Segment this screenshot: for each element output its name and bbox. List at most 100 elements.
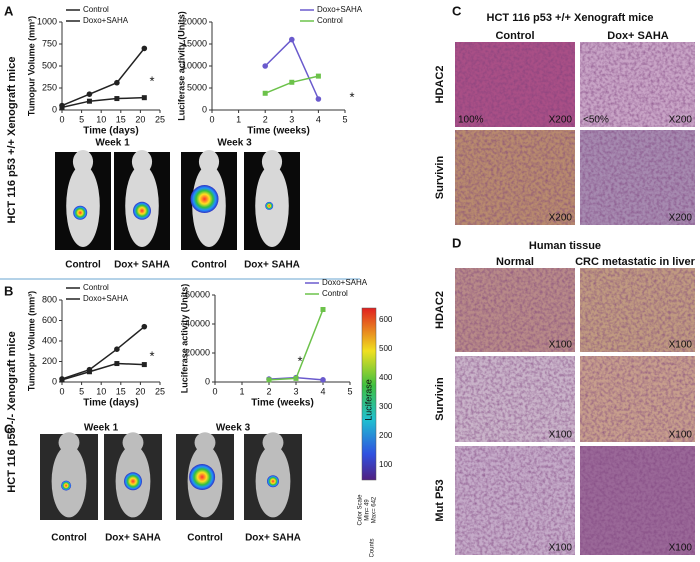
marker (114, 346, 120, 353)
colorbar-tick: 400 (379, 373, 393, 382)
y-tick-label: 15000 (182, 38, 207, 48)
marker (320, 377, 326, 383)
panel-letter: D (452, 235, 461, 250)
mouse-head (262, 432, 284, 453)
magnification-tag: X200 (669, 213, 693, 224)
tissue-texture (580, 268, 695, 352)
tissue-texture (455, 446, 575, 555)
y-tick-label: 0 (202, 104, 207, 114)
annotation: * (149, 73, 154, 88)
marker (293, 375, 299, 381)
y-tick-label: 0 (52, 104, 57, 114)
legend-label: Doxo+SAHA (83, 16, 129, 25)
marker (266, 377, 272, 383)
histology-title: HCT 116 p53 +/+ Xenograft mice (487, 12, 654, 24)
magnification-tag: X100 (669, 543, 693, 554)
y-tick-label: 500 (42, 60, 57, 70)
x-axis-label: Time (weeks) (247, 126, 310, 137)
column-header: CRC metastatic in liver (575, 256, 696, 268)
mouse-head (131, 150, 153, 174)
tissue-texture (580, 356, 695, 442)
marker (315, 96, 322, 102)
mouse-head (198, 150, 220, 174)
y-axis-label: Tumopur Volume (mm³) (26, 291, 36, 391)
signal (61, 480, 72, 491)
side-label: HCT 116 p53 -/- Xenograft mice (6, 331, 18, 492)
colorbar-note: Max= 642 (372, 496, 378, 523)
mouse-head (261, 150, 283, 174)
x-tick-label: 3 (293, 386, 298, 396)
series-line (268, 309, 324, 381)
magnification-tag: X200 (549, 213, 573, 224)
signal (190, 185, 219, 214)
legend-label: Control (317, 16, 343, 25)
y-tick-label: 20000 (182, 16, 207, 26)
histology-title: Human tissue (529, 240, 601, 252)
x-tick-label: 0 (59, 386, 64, 396)
magnification-tag: X200 (669, 115, 693, 126)
condition-label: Dox+ SAHA (245, 533, 301, 544)
colorbar-tick: 100 (379, 460, 393, 469)
series-line (61, 326, 145, 380)
tissue-texture (580, 42, 695, 127)
annotation: * (349, 89, 354, 104)
x-tick-label: 1 (239, 386, 244, 396)
column-header: Normal (496, 256, 534, 268)
tissue-texture (455, 356, 575, 442)
y-tick-label: 0 (52, 376, 57, 386)
y-tick-label: 600 (42, 315, 57, 325)
row-label: Mut P53 (434, 479, 446, 521)
x-tick-label: 2 (263, 114, 268, 124)
x-tick-label: 5 (79, 386, 84, 396)
x-axis-label: Time (days) (83, 398, 138, 409)
tissue-texture (455, 130, 575, 225)
signal (73, 205, 88, 220)
week-label: Week 1 (95, 138, 130, 149)
x-tick-label: 0 (212, 386, 217, 396)
x-axis-label: Time (weeks) (251, 398, 314, 409)
condition-label: Dox+ SAHA (105, 533, 161, 544)
y-tick-label: 800 (42, 294, 57, 304)
magnification-tag: X100 (669, 430, 693, 441)
row-label: HDAC2 (434, 291, 446, 329)
tissue-texture (580, 130, 695, 225)
column-header: Control (495, 30, 534, 42)
legend-label: Doxo+SAHA (322, 278, 368, 287)
marker (86, 98, 92, 104)
condition-label: Control (65, 260, 101, 271)
panel-letter: A (4, 3, 14, 18)
marker (320, 307, 326, 312)
marker (59, 377, 65, 383)
marker (141, 362, 147, 368)
y-tick-label: 0 (205, 376, 210, 386)
mouse-head (72, 150, 94, 174)
condition-label: Control (187, 533, 223, 544)
colorbar-title: Luciferase (363, 379, 373, 421)
row-label: HDAC2 (434, 66, 446, 104)
panel-letter: C (4, 421, 14, 436)
legend-label: Control (322, 289, 348, 298)
marker (315, 73, 321, 79)
colorbar-tick: 200 (379, 431, 393, 440)
marker (141, 95, 147, 101)
annotation: * (297, 353, 302, 368)
y-tick-label: 200 (42, 356, 57, 366)
magnification-tag: X100 (549, 430, 573, 441)
y-tick-label: 250 (42, 82, 57, 92)
x-tick-label: 3 (289, 114, 294, 124)
mouse-head (194, 432, 216, 453)
week-label: Week 3 (216, 423, 251, 434)
magnification-tag: X100 (549, 340, 573, 351)
legend-label: Control (83, 5, 109, 14)
tissue-texture (455, 268, 575, 352)
condition-label: Control (51, 533, 87, 544)
magnification-tag: 100% (458, 115, 484, 126)
x-tick-label: 15 (116, 114, 126, 124)
x-tick-label: 20 (135, 386, 145, 396)
signal (133, 201, 151, 220)
marker (141, 323, 148, 330)
marker (86, 369, 92, 375)
marker (114, 79, 120, 86)
colorbar-tick: 300 (379, 402, 393, 411)
